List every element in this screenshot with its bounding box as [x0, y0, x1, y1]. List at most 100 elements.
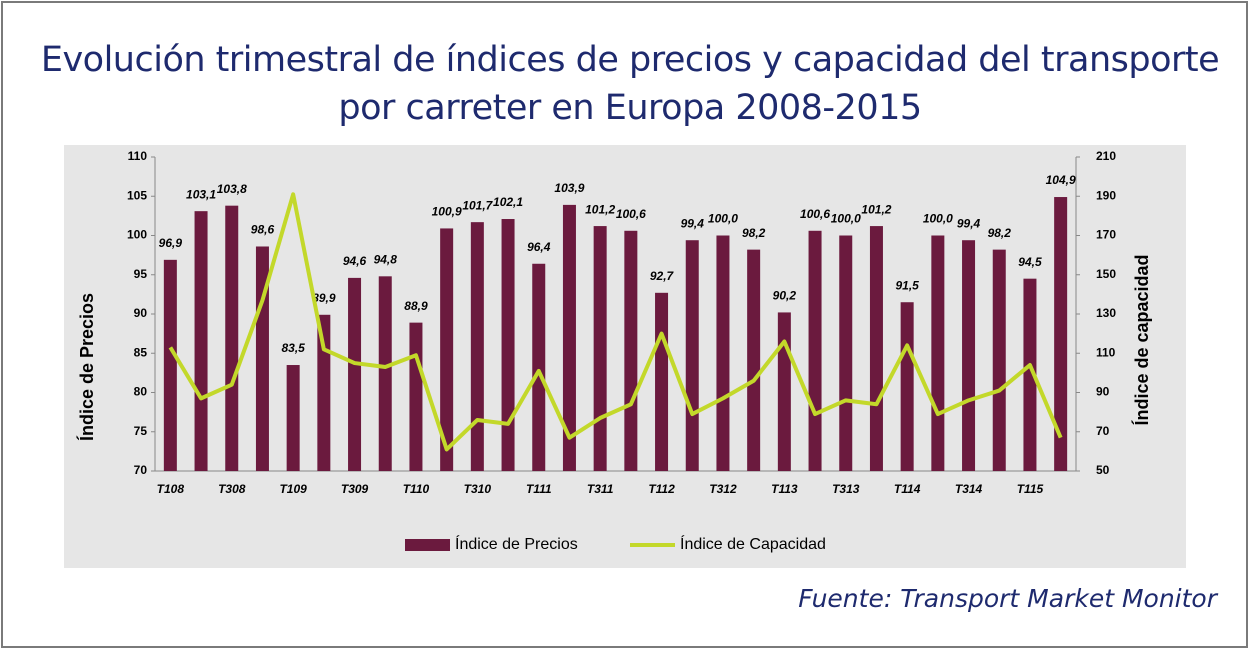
- value-label: 92,7: [650, 269, 675, 283]
- y2-tick-label: 90: [1096, 385, 1110, 399]
- x-tick-label: T108: [157, 482, 185, 496]
- chart-title: Evolución trimestral de índices de preci…: [40, 40, 1220, 128]
- value-label: 102,1: [493, 195, 523, 209]
- bar: [562, 204, 576, 471]
- bar: [869, 226, 883, 471]
- y-tick-label: 100: [127, 228, 147, 242]
- value-label: 88,9: [404, 299, 428, 313]
- value-label: 103,8: [217, 182, 247, 196]
- y2-tick-label: 50: [1096, 463, 1110, 477]
- y-tick-label: 95: [134, 267, 148, 281]
- value-label: 96,9: [159, 236, 183, 250]
- bar: [593, 226, 607, 471]
- bar: [685, 240, 699, 471]
- x-tick-label: T314: [955, 482, 983, 496]
- bar: [194, 211, 208, 472]
- legend-swatch: [405, 539, 450, 551]
- value-label: 101,2: [585, 202, 615, 216]
- bar: [286, 365, 300, 471]
- value-label: 83,5: [281, 341, 305, 355]
- bar: [317, 314, 331, 471]
- value-label: 100,6: [800, 207, 830, 221]
- y-tick-label: 75: [134, 424, 148, 438]
- x-tick-label: T312: [709, 482, 737, 496]
- legend-label: Índice de Capacidad: [680, 534, 826, 553]
- value-label: 94,6: [343, 254, 367, 268]
- y2-tick-label: 210: [1096, 149, 1116, 163]
- value-label: 98,6: [251, 223, 275, 237]
- x-tick-label: T112: [648, 482, 675, 496]
- y-tick-label: 90: [134, 306, 148, 320]
- y-tick-label: 110: [128, 149, 148, 163]
- value-label: 104,9: [1046, 173, 1076, 187]
- value-label: 96,4: [527, 240, 551, 254]
- value-label: 90,2: [773, 289, 797, 303]
- y2-tick-label: 170: [1096, 228, 1116, 242]
- value-label: 99,4: [681, 216, 705, 230]
- bar: [716, 235, 730, 471]
- x-tick-label: T110: [403, 482, 430, 496]
- bar: [501, 219, 515, 471]
- y2-tick-label: 130: [1096, 306, 1116, 320]
- x-tick-label: T114: [894, 482, 921, 496]
- bar: [839, 235, 853, 471]
- value-label: 98,2: [742, 226, 766, 240]
- bar: [163, 259, 177, 471]
- y-tick-label: 80: [134, 385, 148, 399]
- y2-tick-label: 110: [1096, 345, 1116, 359]
- bar: [1023, 278, 1037, 471]
- bar: [225, 205, 239, 472]
- x-tick-label: T311: [587, 482, 614, 496]
- bar: [255, 246, 269, 471]
- value-label: 100,0: [831, 212, 861, 226]
- value-label: 99,4: [957, 216, 981, 230]
- x-tick-label: T111: [526, 482, 552, 496]
- y2-axis-label: Índice de capacidad: [1131, 254, 1152, 425]
- bar: [409, 322, 423, 471]
- value-label: 100,0: [923, 212, 953, 226]
- bar: [992, 249, 1006, 471]
- x-tick-label: T313: [832, 482, 860, 496]
- y-axis-label: Índice de Precios: [76, 293, 97, 441]
- value-label: 103,9: [554, 181, 584, 195]
- x-tick-label: T113: [771, 482, 798, 496]
- y2-tick-label: 70: [1096, 424, 1110, 438]
- value-label: 101,2: [861, 202, 891, 216]
- value-label: 101,7: [462, 198, 493, 212]
- value-label: 100,9: [432, 205, 462, 219]
- value-label: 98,2: [988, 226, 1012, 240]
- bar: [440, 228, 454, 471]
- value-label: 100,6: [616, 207, 646, 221]
- value-label: 100,0: [708, 212, 738, 226]
- y2-tick-label: 150: [1096, 267, 1116, 281]
- value-label: 103,1: [186, 187, 216, 201]
- bar: [931, 235, 945, 471]
- bar: [378, 276, 392, 471]
- bar: [1054, 197, 1068, 471]
- bar: [808, 230, 822, 471]
- x-tick-label: T308: [218, 482, 246, 496]
- line: [168, 192, 1063, 452]
- value-label: 91,5: [895, 278, 919, 292]
- value-label: 89,9: [312, 291, 336, 305]
- bar: [747, 249, 761, 471]
- bar: [655, 292, 669, 471]
- legend-label: Índice de Precios: [455, 534, 578, 553]
- bar: [470, 222, 484, 471]
- bar: [532, 263, 546, 471]
- bar: [777, 312, 791, 471]
- x-tick-label: T309: [341, 482, 369, 496]
- source-note: Fuente: Transport Market Monitor: [798, 584, 1217, 613]
- x-tick-label: T310: [464, 482, 492, 496]
- bar: [962, 240, 976, 471]
- y-tick-label: 105: [127, 188, 147, 202]
- bar: [348, 277, 362, 471]
- y2-tick-label: 190: [1096, 188, 1116, 202]
- value-label: 94,8: [374, 252, 398, 266]
- bar: [624, 230, 638, 471]
- y-tick-label: 85: [134, 345, 148, 359]
- bar: [900, 302, 914, 471]
